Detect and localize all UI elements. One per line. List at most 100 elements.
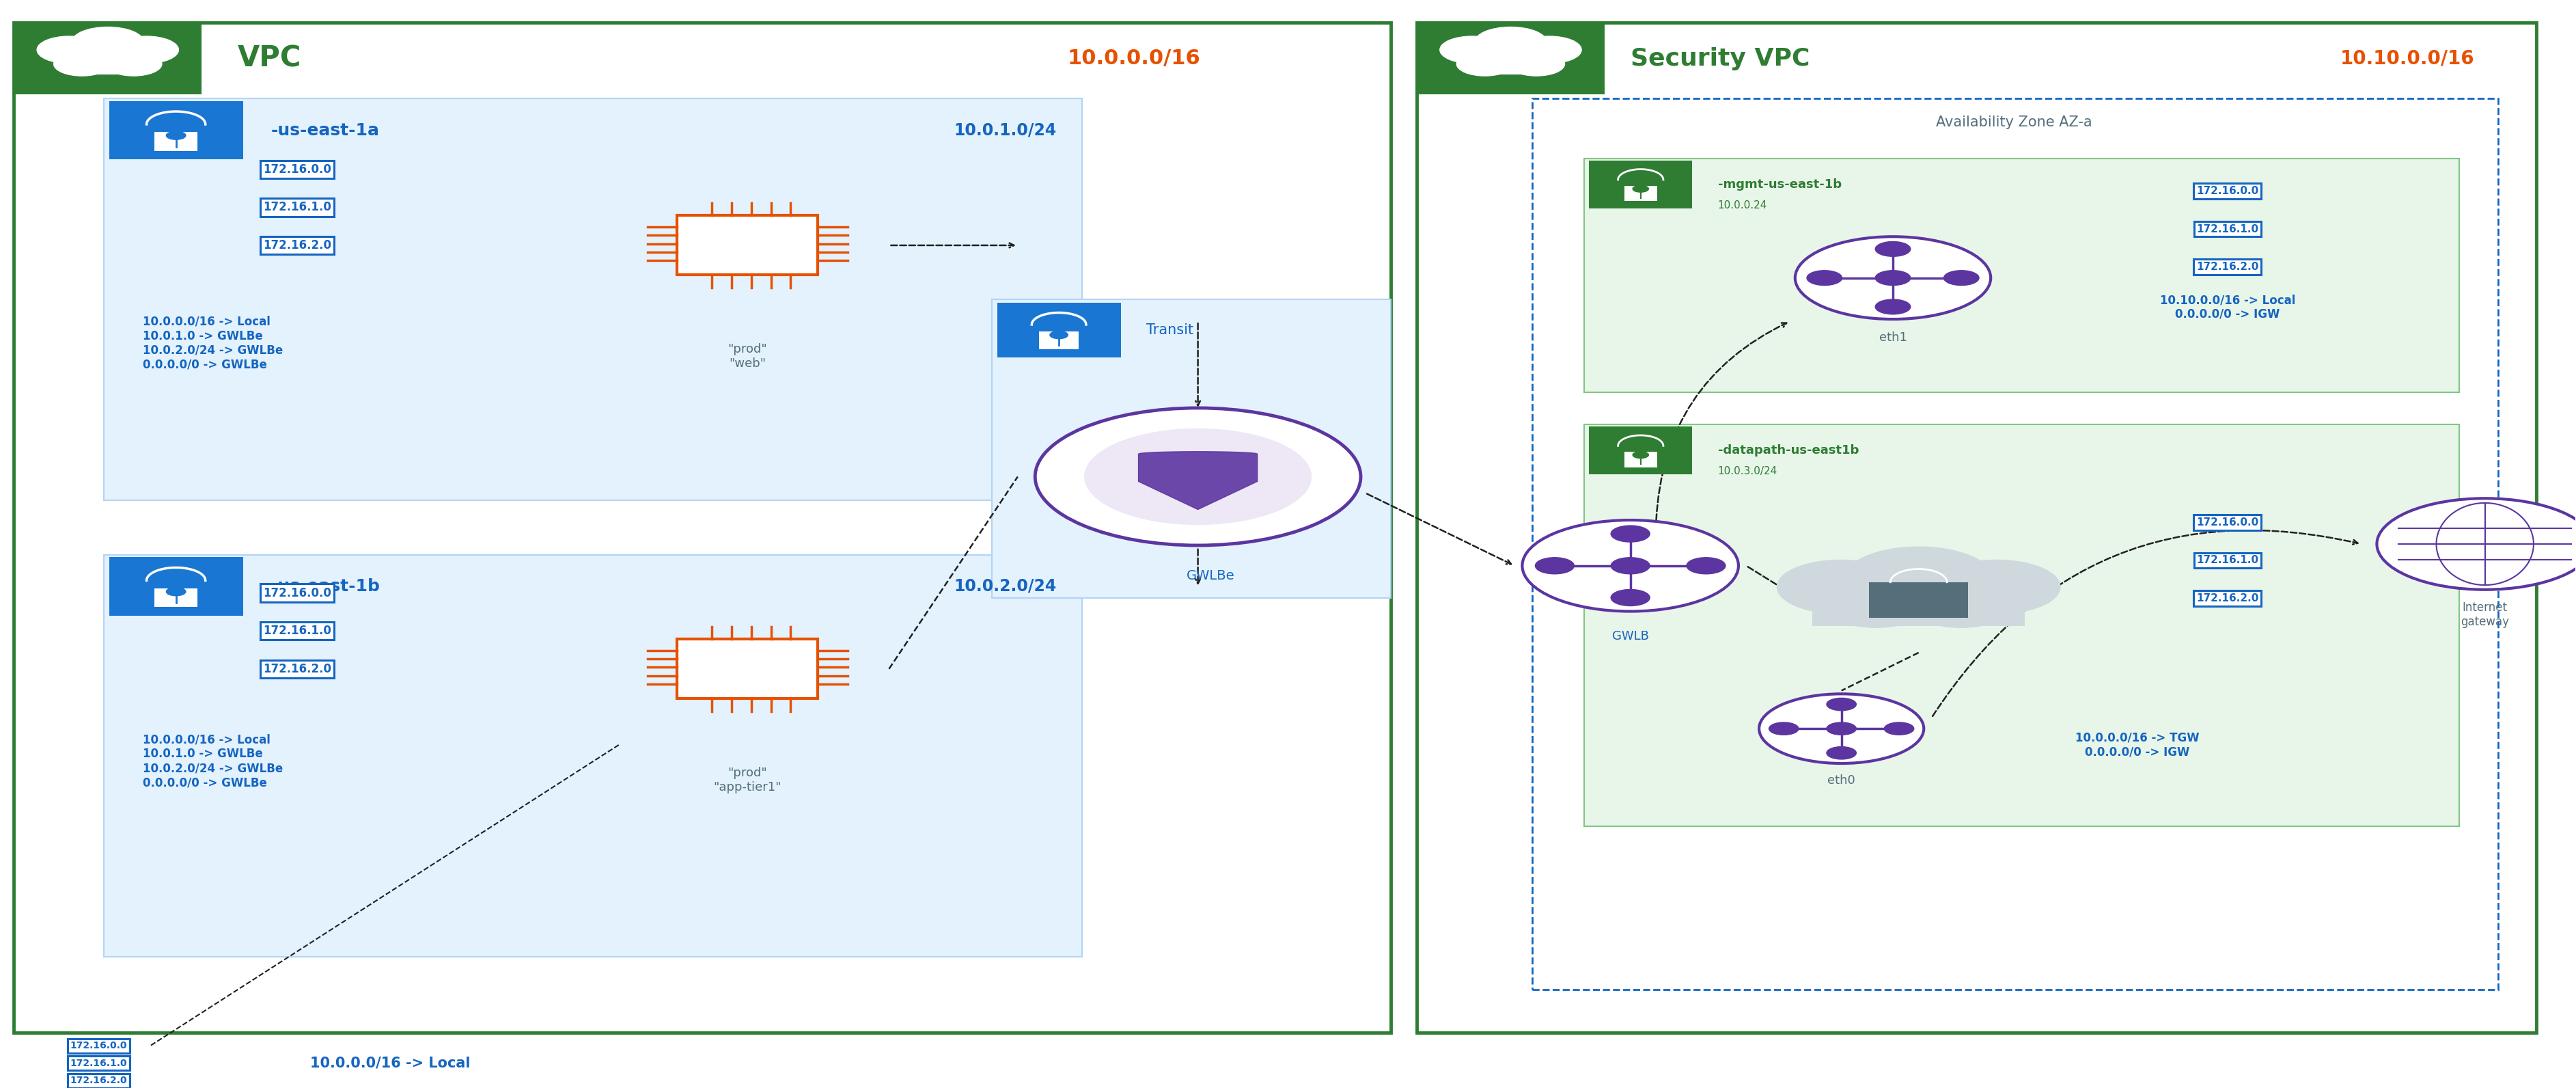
FancyBboxPatch shape (13, 23, 201, 95)
FancyBboxPatch shape (1417, 23, 2537, 1033)
Circle shape (1633, 185, 1649, 193)
Text: 172.16.2.0: 172.16.2.0 (263, 239, 332, 251)
Circle shape (1826, 722, 1857, 734)
FancyBboxPatch shape (108, 557, 242, 616)
Circle shape (1945, 271, 1978, 285)
Text: 172.16.0.0: 172.16.0.0 (263, 163, 332, 175)
Circle shape (1535, 557, 1574, 574)
Circle shape (1932, 560, 2061, 614)
Text: 10.0.0.0/16 -> Local
10.0.1.0 -> GWLBe
10.0.2.0/24 -> GWLBe
0.0.0.0/0 -> GWLBe: 10.0.0.0/16 -> Local 10.0.1.0 -> GWLBe 1… (142, 733, 283, 789)
Circle shape (1051, 331, 1069, 338)
Text: 172.16.0.0: 172.16.0.0 (2197, 186, 2259, 196)
FancyBboxPatch shape (1589, 161, 1692, 209)
Circle shape (113, 36, 178, 63)
Circle shape (1610, 590, 1649, 606)
Circle shape (1633, 452, 1649, 458)
Text: 172.16.1.0: 172.16.1.0 (263, 201, 332, 213)
FancyBboxPatch shape (1814, 596, 2025, 626)
Text: 172.16.1.0: 172.16.1.0 (2197, 224, 2259, 234)
Text: GWLB: GWLB (1613, 630, 1649, 643)
FancyBboxPatch shape (36, 34, 178, 83)
Text: 10.0.0.24: 10.0.0.24 (1718, 200, 1767, 210)
Circle shape (1517, 36, 1582, 63)
Polygon shape (1139, 452, 1257, 509)
Circle shape (1440, 36, 1504, 63)
FancyBboxPatch shape (103, 99, 1082, 500)
Text: 172.16.1.0: 172.16.1.0 (263, 625, 332, 638)
FancyBboxPatch shape (103, 555, 1082, 956)
Text: eth0: eth0 (1826, 775, 1855, 787)
Text: GWLBe: GWLBe (1188, 569, 1234, 582)
Circle shape (167, 132, 185, 139)
Circle shape (1883, 722, 1914, 734)
Circle shape (1473, 27, 1546, 58)
Text: -us-east-1a: -us-east-1a (270, 122, 379, 138)
Circle shape (1875, 271, 1911, 285)
Circle shape (1906, 582, 2014, 628)
FancyBboxPatch shape (85, 60, 131, 75)
Circle shape (167, 588, 185, 596)
Text: Security VPC: Security VPC (1631, 47, 1808, 70)
FancyBboxPatch shape (1888, 586, 1950, 614)
Circle shape (36, 36, 100, 63)
FancyBboxPatch shape (1533, 99, 2499, 989)
Text: "prod"
"app-tier1": "prod" "app-tier1" (714, 767, 781, 793)
Circle shape (1036, 408, 1360, 545)
FancyBboxPatch shape (1589, 426, 1692, 474)
Text: "prod"
"web": "prod" "web" (726, 343, 768, 370)
Circle shape (54, 52, 111, 76)
Text: -us-east-1b: -us-east-1b (270, 578, 381, 594)
Text: 172.16.0.0: 172.16.0.0 (263, 586, 332, 599)
Text: 172.16.2.0: 172.16.2.0 (2197, 593, 2259, 604)
FancyBboxPatch shape (1870, 582, 1968, 618)
FancyBboxPatch shape (13, 23, 1391, 1033)
Circle shape (1522, 520, 1739, 611)
FancyBboxPatch shape (155, 132, 198, 151)
Circle shape (1770, 722, 1798, 734)
Circle shape (1844, 547, 1991, 609)
Text: -datapath-us-east1b: -datapath-us-east1b (1718, 444, 1860, 457)
Text: 172.16.1.0: 172.16.1.0 (2197, 555, 2259, 566)
Circle shape (1821, 582, 1929, 628)
Text: 172.16.2.0: 172.16.2.0 (263, 663, 332, 675)
FancyBboxPatch shape (677, 215, 817, 275)
Circle shape (1777, 560, 1904, 614)
Circle shape (106, 52, 162, 76)
Text: VPC: VPC (237, 45, 301, 73)
Text: 10.0.2.0/24: 10.0.2.0/24 (953, 578, 1056, 594)
Circle shape (1826, 698, 1857, 710)
FancyBboxPatch shape (992, 299, 1391, 598)
Text: 10.0.0.0/16: 10.0.0.0/16 (1066, 49, 1200, 69)
Circle shape (1084, 429, 1311, 524)
Text: 10.0.0.0/16 -> TGW
0.0.0.0/0 -> IGW: 10.0.0.0/16 -> TGW 0.0.0.0/0 -> IGW (2076, 731, 2200, 758)
Text: 10.10.0.0/16: 10.10.0.0/16 (2342, 49, 2476, 69)
Circle shape (1610, 557, 1649, 574)
FancyBboxPatch shape (1038, 332, 1079, 349)
Circle shape (1507, 52, 1564, 76)
FancyBboxPatch shape (1584, 424, 2460, 827)
Text: 10.10.0.0/16 -> Local
0.0.0.0/0 -> IGW: 10.10.0.0/16 -> Local 0.0.0.0/0 -> IGW (2159, 294, 2295, 321)
FancyBboxPatch shape (1625, 186, 1656, 201)
FancyBboxPatch shape (1584, 159, 2460, 392)
FancyBboxPatch shape (1625, 452, 1656, 468)
Circle shape (1875, 299, 1911, 314)
Text: 172.16.2.0: 172.16.2.0 (70, 1076, 126, 1086)
FancyBboxPatch shape (1440, 34, 1582, 83)
FancyBboxPatch shape (677, 639, 817, 698)
Text: 10.0.0.0/16 -> Local
10.0.1.0 -> GWLBe
10.0.2.0/24 -> GWLBe
0.0.0.0/0 -> GWLBe: 10.0.0.0/16 -> Local 10.0.1.0 -> GWLBe 1… (142, 316, 283, 371)
FancyBboxPatch shape (108, 101, 242, 160)
Text: 172.16.0.0: 172.16.0.0 (2197, 517, 2259, 528)
Circle shape (1759, 694, 1924, 764)
Text: eth1: eth1 (1878, 332, 1906, 344)
Text: 10.0.1.0/24: 10.0.1.0/24 (953, 122, 1056, 138)
Circle shape (1610, 526, 1649, 542)
Text: Availability Zone AZ-a: Availability Zone AZ-a (1935, 115, 2092, 129)
Text: Transit: Transit (1146, 323, 1193, 337)
FancyBboxPatch shape (155, 589, 198, 607)
Circle shape (72, 27, 144, 58)
Circle shape (1687, 557, 1726, 574)
Text: 10.0.0.0/16 -> Local: 10.0.0.0/16 -> Local (309, 1056, 469, 1070)
Text: 172.16.1.0: 172.16.1.0 (70, 1059, 126, 1068)
FancyBboxPatch shape (1461, 53, 1558, 69)
Text: 10.0.3.0/24: 10.0.3.0/24 (1718, 466, 1777, 477)
